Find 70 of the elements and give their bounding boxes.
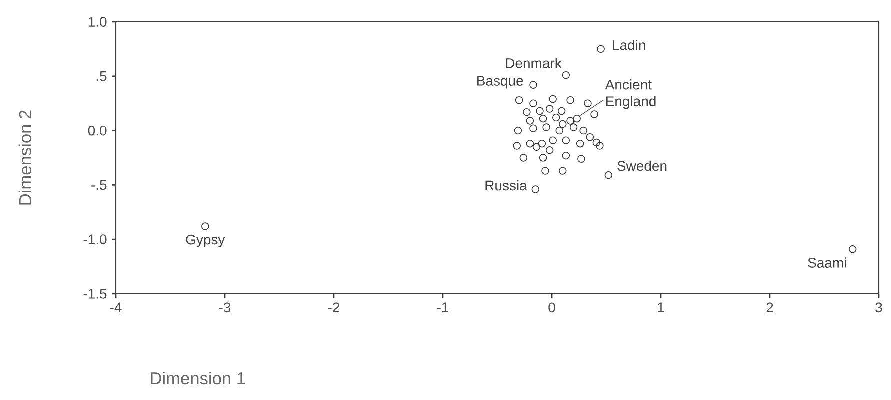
- point: [542, 124, 550, 132]
- x-tick-label: 3: [876, 302, 882, 313]
- x-axis-title: Dimension 1: [151, 372, 246, 385]
- point: [566, 96, 574, 104]
- point: [562, 136, 570, 144]
- y-axis-title: Dimension 2: [18, 110, 32, 205]
- point: [526, 140, 534, 148]
- point: [562, 152, 570, 160]
- annotation: Gypsy: [186, 234, 226, 248]
- x-tick-label: -3: [219, 302, 231, 313]
- point: [596, 142, 604, 150]
- point: [546, 146, 554, 154]
- point: [604, 172, 613, 180]
- point: [549, 136, 557, 144]
- y-tick-label: -1.5: [84, 289, 107, 299]
- y-tick-label: .5: [96, 72, 107, 82]
- point: [573, 114, 581, 123]
- point: [538, 140, 546, 148]
- annotation: Denmark: [506, 58, 562, 68]
- y-tick-label: 0.0: [88, 126, 107, 136]
- y-tick-label: -1.0: [84, 234, 107, 245]
- point: [558, 107, 566, 116]
- point: [552, 114, 560, 122]
- point: [202, 222, 210, 230]
- point: [542, 167, 550, 175]
- point: [520, 154, 528, 162]
- annotation: Sweden: [618, 160, 667, 172]
- point: [848, 246, 857, 254]
- point: [592, 138, 601, 147]
- point: [513, 142, 521, 150]
- point: [536, 107, 544, 116]
- annotation: Saami: [808, 258, 846, 268]
- point: [580, 126, 588, 135]
- x-tick-label: -4: [110, 302, 122, 312]
- point: [530, 100, 538, 108]
- point: [562, 71, 570, 80]
- point: [514, 126, 522, 135]
- annotation: Basque: [478, 76, 524, 89]
- point: [523, 108, 531, 116]
- annotation: Ancient England: [605, 80, 656, 110]
- x-tick-label: -1: [437, 302, 449, 312]
- x-tick-label: 2: [766, 302, 774, 312]
- point: [549, 95, 557, 104]
- y-tick-label: -.5: [92, 180, 107, 190]
- x-tick-label: 1: [658, 302, 664, 312]
- point: [590, 110, 598, 118]
- point: [530, 124, 538, 132]
- point: [597, 45, 605, 54]
- x-tick-label: 0: [548, 302, 556, 313]
- point: [566, 117, 574, 125]
- point: [532, 186, 540, 194]
- point: [559, 120, 567, 128]
- annotation: Russia: [486, 180, 528, 191]
- point: [586, 133, 594, 142]
- y-tick-label: 1.0: [88, 17, 107, 27]
- annotation: Ladin: [613, 40, 646, 50]
- point: [526, 117, 534, 125]
- point: [539, 114, 548, 123]
- point: [570, 124, 578, 132]
- point: [515, 96, 524, 104]
- point: [532, 143, 541, 151]
- point: [556, 126, 564, 135]
- point: [539, 154, 548, 162]
- point: [530, 81, 538, 89]
- x-tick-label: -2: [328, 302, 340, 312]
- point: [559, 167, 567, 175]
- point: [576, 140, 584, 148]
- point: [584, 100, 592, 108]
- point: [578, 155, 586, 163]
- point: [546, 105, 554, 113]
